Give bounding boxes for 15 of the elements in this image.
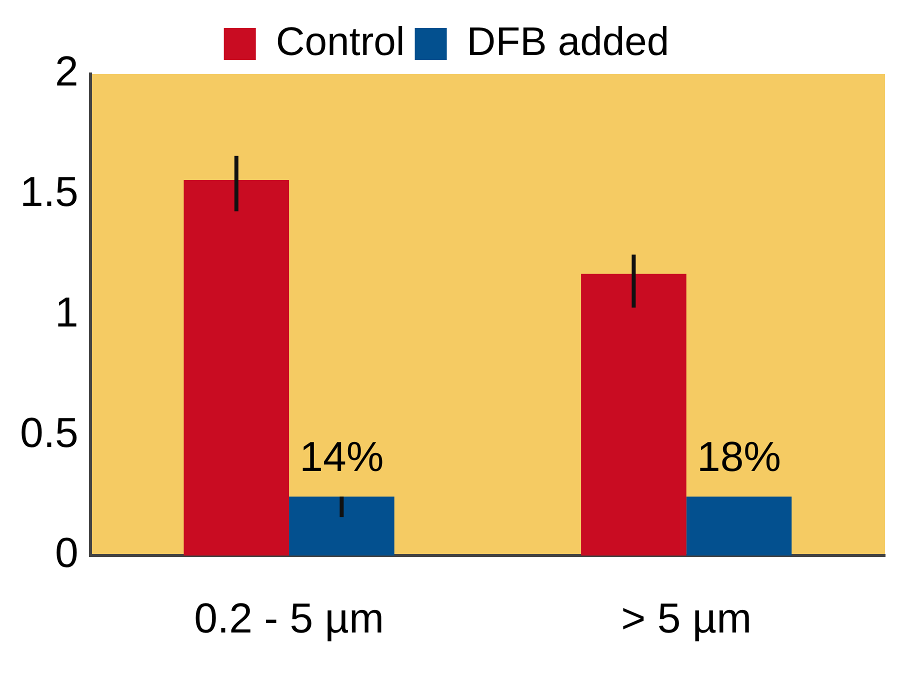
y-tick-label: 1.5 [20, 168, 78, 215]
bar [289, 496, 394, 556]
annotation: 18% [696, 433, 782, 480]
bar [184, 180, 290, 556]
y-tick-label: 1 [55, 288, 78, 336]
x-tick-label: > 5 µm [621, 594, 752, 642]
legend-label: DFB added [466, 20, 670, 64]
bar [686, 496, 792, 556]
y-tick-label: 0.5 [20, 408, 78, 456]
annotation: 14% [300, 433, 384, 480]
y-tick-label: 0 [55, 529, 78, 576]
legend-label: Control [276, 20, 405, 64]
bar [581, 274, 686, 556]
y-tick-label: 2 [55, 48, 78, 95]
x-tick-label: 0.2 - 5 µm [194, 594, 384, 642]
